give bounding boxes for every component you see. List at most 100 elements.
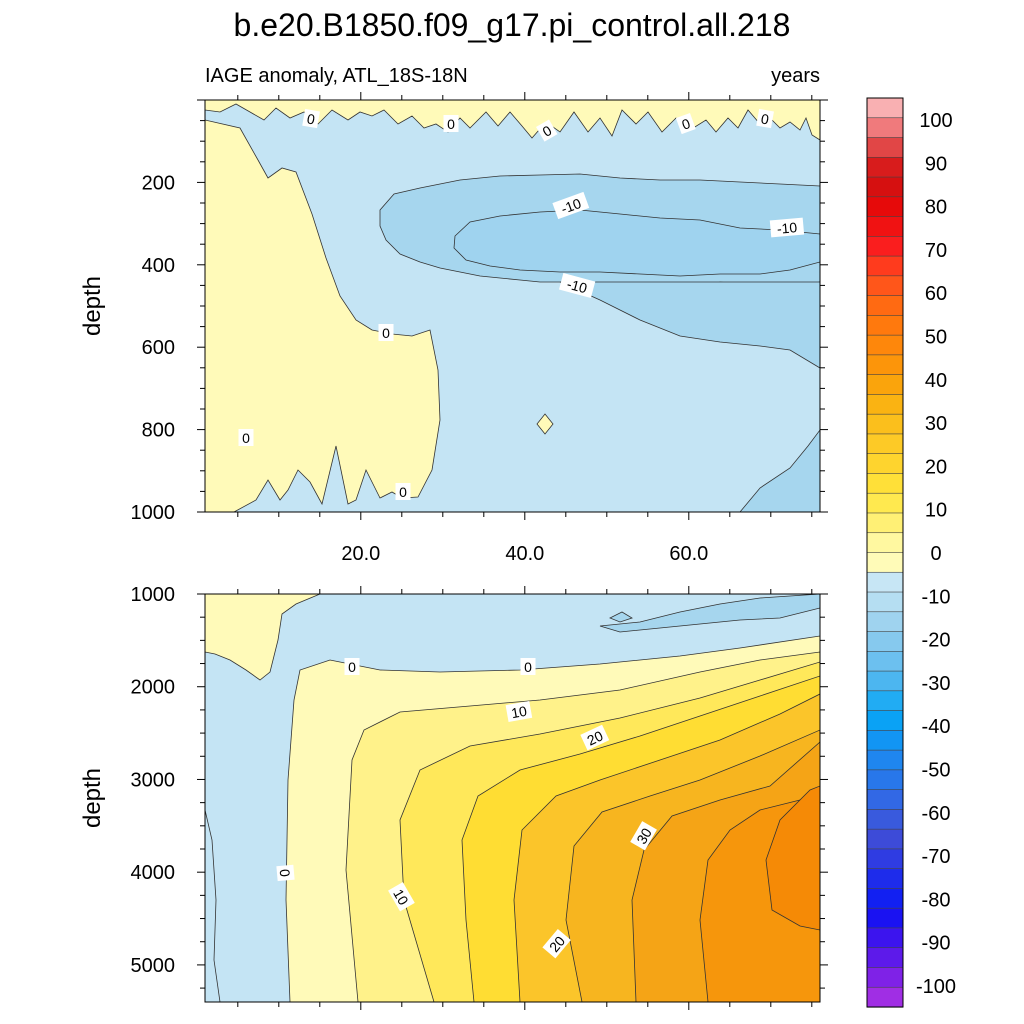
contour-label: -10 (769, 217, 805, 238)
y-axis-label: depth (79, 276, 106, 336)
colorbar-label: 80 (925, 197, 947, 219)
colorbar-label: -100 (916, 976, 956, 998)
contour-label: 0 (378, 324, 394, 341)
colorbar-swatch (866, 571, 904, 593)
svg-text:0: 0 (242, 430, 250, 446)
colorbar-label: -40 (922, 716, 951, 738)
colorbar-swatch (866, 413, 904, 435)
colorbar-swatch (866, 967, 904, 988)
contour-label: 0 (238, 429, 254, 446)
svg-text:0: 0 (348, 659, 356, 675)
colorbar-swatch (866, 156, 904, 178)
colorbar-label: 70 (925, 240, 947, 262)
upper-region-deep-right (739, 429, 820, 512)
lower-panel (204, 593, 821, 1003)
colorbar-swatch (866, 532, 904, 554)
colorbar-label: -60 (922, 803, 951, 825)
colorbar-label: 10 (925, 500, 947, 522)
colorbar-swatch (866, 512, 904, 534)
colorbar-swatch (866, 868, 904, 890)
y-tick-label: 1000 (131, 584, 176, 606)
colorbar-swatch (866, 117, 904, 139)
upper-region-negative-10-lower (559, 281, 820, 369)
upper-region-west-positive (205, 119, 441, 512)
contour-label: 0 (302, 108, 320, 129)
svg-text:0: 0 (524, 659, 532, 675)
colorbar-swatch (866, 888, 904, 909)
contour-label: 0 (443, 115, 459, 132)
axes: 20.0 40.0 60.02004006008001000depth1000200… (79, 92, 828, 1010)
colorbar-frame (866, 97, 904, 1008)
colorbar-swatch (866, 907, 904, 929)
colorbar-swatch (866, 275, 904, 297)
y-tick-label: 1000 (131, 502, 176, 524)
colorbar-swatch (866, 651, 904, 672)
contour-label: 10 (388, 882, 415, 912)
y-tick-label: 600 (142, 337, 175, 359)
colorbar-swatch (866, 710, 904, 731)
y-tick-label: 4000 (131, 862, 176, 884)
contour-label: 20 (580, 724, 610, 751)
colorbar-swatch (866, 433, 904, 455)
upper-panel (204, 99, 821, 513)
svg-text:10: 10 (510, 703, 528, 721)
colorbar-swatch (866, 97, 904, 119)
contour-labels: 0 0 0 0 0 -10 -10 -10 0 0 0 0 0 10 20 30 0 10 20 (238, 108, 805, 959)
colorbar-swatch (866, 828, 904, 850)
colorbar-swatch (866, 986, 904, 1008)
contour-label: 20 (542, 929, 571, 959)
upper-region-diamond (536, 413, 554, 435)
svg-text:-10: -10 (776, 219, 798, 237)
colorbar-swatch (866, 473, 904, 494)
colorbar-swatch (866, 947, 904, 969)
x-tick-label: 60.0 (669, 543, 708, 565)
lower-region-nw-positive (205, 594, 321, 681)
x-tick-label: 40.0 (505, 543, 544, 565)
colorbar-label: 100 (919, 110, 952, 132)
colorbar-swatch (866, 591, 904, 613)
contour-label: 0 (276, 864, 295, 882)
colorbar-label: -80 (922, 889, 951, 911)
svg-text:0: 0 (277, 868, 294, 877)
contour-label: 30 (630, 821, 657, 851)
colorbar-swatch (866, 196, 904, 218)
svg-text:-10: -10 (559, 195, 584, 217)
colorbar-swatch (866, 848, 904, 870)
y-tick-label: 5000 (131, 955, 176, 977)
y-tick-label: 400 (142, 255, 175, 277)
colorbar-swatch (866, 927, 904, 949)
colorbar-label: 60 (925, 283, 947, 305)
colorbar-swatch (866, 749, 904, 771)
colorbar-label: -30 (922, 673, 951, 695)
svg-text:0: 0 (382, 325, 390, 341)
colorbar-swatch (866, 690, 904, 712)
y-tick-label: 800 (142, 420, 175, 442)
colorbar-swatch (866, 354, 904, 376)
contour-label: 0 (344, 658, 360, 675)
colorbar-swatch (866, 611, 904, 633)
colorbar-swatch (866, 334, 904, 356)
colorbar-label: -70 (922, 846, 951, 868)
contour-label: 10 (505, 701, 533, 722)
colorbar-label: 0 (930, 543, 941, 565)
colorbar-swatch (866, 552, 904, 573)
chart-title: b.e20.B1850.f09_g17.pi_control.all.218 (234, 7, 791, 43)
chart-subtitle-left: IAGE anomaly, ATL_18S-18N (205, 65, 468, 87)
contour-label: 0 (675, 112, 696, 135)
colorbar-swatch (866, 255, 904, 277)
colorbar-swatch (866, 492, 904, 514)
colorbar-swatch (866, 809, 904, 830)
lower-region-core (765, 785, 820, 931)
lower-region-ne-negative (599, 594, 820, 633)
colorbar-swatch (866, 137, 904, 158)
colorbar-swatch (866, 769, 904, 791)
contour-label: -10 (552, 191, 590, 220)
y-tick-label: 2000 (131, 677, 176, 699)
colorbar-label: -50 (922, 760, 951, 782)
svg-text:0: 0 (447, 116, 455, 132)
colorbar-swatch (866, 374, 904, 396)
colorbar-label: 50 (925, 327, 947, 349)
lower-region-west-strip (205, 809, 221, 1002)
svg-text:20: 20 (585, 727, 606, 748)
